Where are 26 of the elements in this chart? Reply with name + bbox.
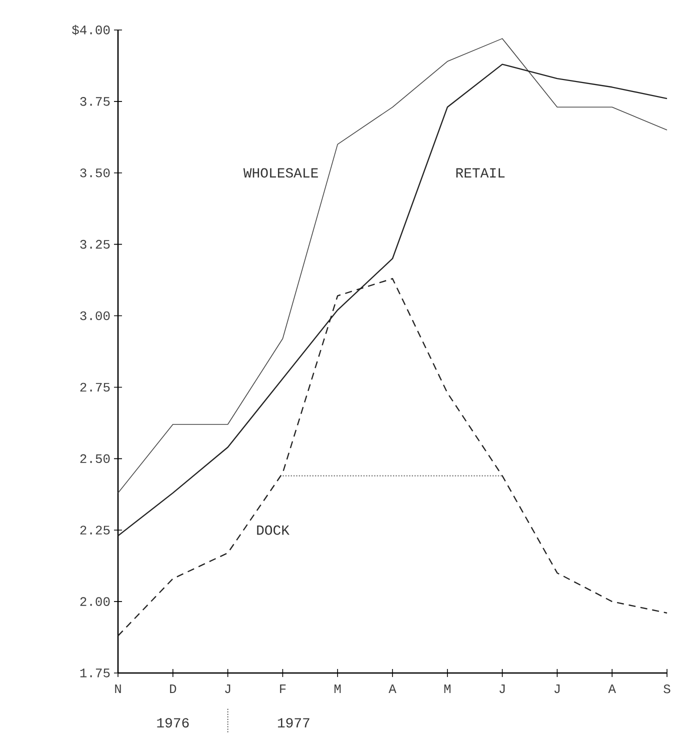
y-tick-label: 3.75: [80, 97, 110, 106]
series-label: WHOLESALE: [243, 168, 318, 178]
y-tick-label: 2.00: [80, 597, 110, 606]
y-tick-label: 1.75: [80, 668, 110, 678]
text: RETAIL: [456, 168, 505, 178]
y-tick-label: 2.50: [80, 454, 110, 464]
y-tick-label: 3.25: [80, 240, 110, 249]
x-tick-label: J: [500, 684, 505, 694]
x-tick-label: N: [115, 684, 121, 694]
y-tick-label: 3.00: [80, 311, 110, 320]
x-tick-label: J: [554, 684, 560, 694]
y-tick-label: 2.75: [80, 382, 110, 392]
x-tick-label: F: [280, 684, 286, 694]
x-tick-label: M: [334, 684, 341, 694]
series-label: DOCK: [257, 525, 290, 535]
text: 1976: [157, 718, 189, 728]
y-tick-label: $4.00: [72, 24, 110, 36]
y-tick-label: 3.50: [80, 168, 110, 178]
x-tick-label: D: [170, 684, 176, 694]
y-tick-label: 2.25: [80, 526, 110, 535]
x-tick-label: S: [664, 684, 670, 694]
text: 1977: [278, 718, 310, 728]
x-tick-label: J: [225, 684, 230, 694]
x-tick-label: M: [444, 684, 450, 694]
x-tick-label: A: [608, 684, 616, 694]
x-tick-label: A: [388, 684, 396, 694]
